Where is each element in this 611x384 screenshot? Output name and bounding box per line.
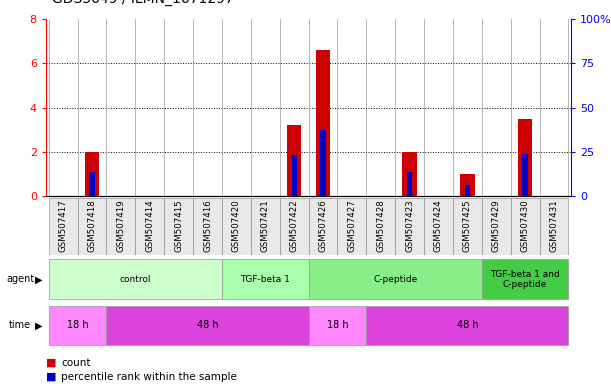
Bar [193,198,222,255]
Text: ▶: ▶ [35,274,42,285]
Bar [337,198,367,255]
Bar [78,198,106,255]
Bar [482,260,568,299]
Text: GSM507417: GSM507417 [59,200,68,252]
Bar [106,198,135,255]
Bar [518,119,532,196]
Text: ■: ■ [46,358,56,368]
Bar [291,155,297,196]
Text: GSM507419: GSM507419 [116,200,125,252]
Text: ■: ■ [46,372,56,382]
Text: agent: agent [6,274,34,285]
Text: 48 h: 48 h [456,320,478,331]
Bar [280,198,309,255]
Bar [511,198,540,255]
Text: GSM507423: GSM507423 [405,200,414,252]
Text: GSM507416: GSM507416 [203,200,212,252]
Bar [453,198,482,255]
Text: C-peptide: C-peptide [373,275,417,284]
Bar [367,306,568,345]
Bar [309,306,367,345]
Bar [403,152,417,196]
Text: GSM507414: GSM507414 [145,200,154,252]
Bar [316,50,330,196]
Text: GSM507424: GSM507424 [434,200,443,252]
Bar [309,198,337,255]
Bar [251,198,280,255]
Bar [395,198,424,255]
Text: GSM507415: GSM507415 [174,200,183,252]
Bar [320,130,326,196]
Bar [222,198,251,255]
Text: GSM507431: GSM507431 [549,200,558,252]
Bar [164,198,193,255]
Text: TGF-beta 1 and
C-peptide: TGF-beta 1 and C-peptide [490,270,560,289]
Text: count: count [61,358,90,368]
Text: GSM507430: GSM507430 [521,200,530,252]
Bar [309,260,482,299]
Bar [522,154,528,196]
Bar [424,198,453,255]
Text: ▶: ▶ [35,320,42,331]
Bar [49,198,78,255]
Text: GSM507418: GSM507418 [87,200,97,252]
Text: GSM507428: GSM507428 [376,200,385,252]
Bar [49,306,106,345]
Bar [540,198,568,255]
Bar [135,198,164,255]
Text: GSM507427: GSM507427 [348,200,356,252]
Bar [407,172,412,196]
Text: TGF-beta 1: TGF-beta 1 [240,275,290,284]
Text: GSM507421: GSM507421 [261,200,269,252]
Text: GSM507426: GSM507426 [318,200,327,252]
Bar [287,125,301,196]
Bar [367,198,395,255]
Text: 18 h: 18 h [327,320,348,331]
Text: time: time [9,320,31,331]
Text: GSM507429: GSM507429 [492,200,501,252]
Text: 18 h: 18 h [67,320,89,331]
Text: GDS3649 / ILMN_1671297: GDS3649 / ILMN_1671297 [52,0,233,6]
Text: control: control [120,275,151,284]
Bar [465,185,470,196]
Bar [482,198,511,255]
Text: percentile rank within the sample: percentile rank within the sample [61,372,237,382]
Bar [222,260,309,299]
Bar [89,172,95,196]
Bar [85,152,99,196]
Text: GSM507422: GSM507422 [290,200,299,252]
Bar [106,306,309,345]
Text: GSM507425: GSM507425 [463,200,472,252]
Bar [49,260,222,299]
Bar [460,174,475,196]
Text: GSM507420: GSM507420 [232,200,241,252]
Text: 48 h: 48 h [197,320,218,331]
